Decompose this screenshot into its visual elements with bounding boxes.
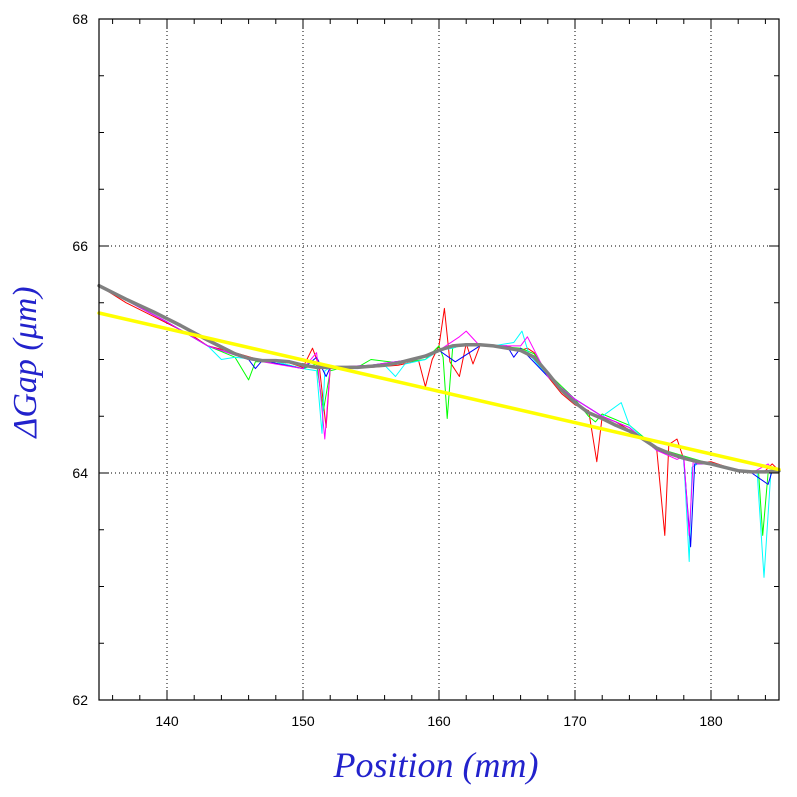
y-tick-label: 66 [72, 238, 88, 254]
x-axis-title: Position (mm) [333, 745, 539, 785]
y-tick-label: 68 [72, 11, 88, 27]
x-tick-label: 150 [291, 713, 315, 729]
data-series [97, 283, 781, 578]
linear-fit-line [97, 311, 781, 472]
y-axis-title: ΔGap (μm) [7, 286, 44, 439]
y-tick-label: 64 [72, 465, 88, 481]
average-series-line [97, 283, 781, 474]
x-tick-label: 160 [427, 713, 451, 729]
y-tick-label: 62 [72, 692, 88, 708]
tick-marks [99, 18, 779, 701]
x-tick-label: 170 [563, 713, 587, 729]
x-tick-label: 140 [155, 713, 179, 729]
tick-labels: 140 150 160 170 180 62 64 66 68 [72, 11, 722, 729]
x-tick-label: 180 [699, 713, 723, 729]
